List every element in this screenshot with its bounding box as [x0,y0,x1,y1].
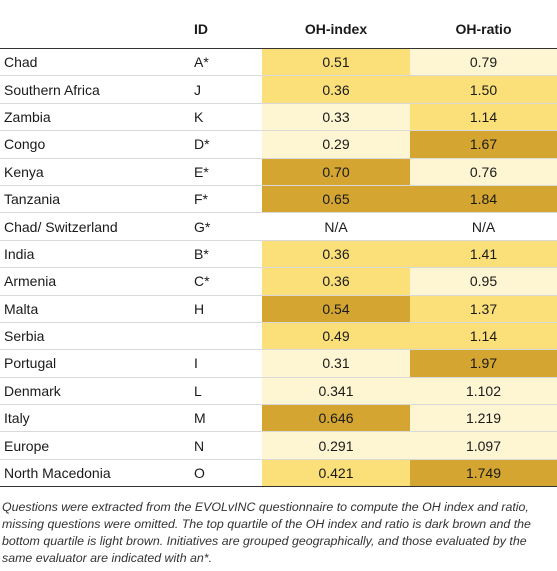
cell-initiative: Tanzania [0,185,190,214]
table-row: Serbia 0.49 1.14 [0,322,557,351]
table-header-row: ID OH-index OH-ratio [0,16,557,49]
cell-oh-ratio: 1.67 [410,130,557,159]
header-initiative [0,16,190,49]
cell-id: K [190,103,262,132]
table-row: Chad/ Switzerland G* N/A N/A [0,212,557,241]
table-row: Kenya E* 0.70 0.76 [0,158,557,186]
cell-oh-ratio: 0.76 [410,158,557,186]
table-row: Malta H 0.54 1.37 [0,295,557,323]
table-row: Chad A* 0.51 0.79 [0,48,557,77]
cell-initiative: Serbia [0,322,190,351]
table-row: Armenia C* 0.36 0.95 [0,267,557,296]
table-row: India B* 0.36 1.41 [0,240,557,269]
cell-oh-index: 0.291 [262,431,410,460]
cell-oh-ratio: 1.749 [410,459,557,488]
cell-oh-ratio: 1.41 [410,240,557,269]
cell-initiative: India [0,240,190,269]
cell-initiative: Congo [0,130,190,159]
cell-id: M [190,404,262,433]
cell-oh-index: 0.36 [262,267,410,296]
table-caption: Questions were extracted from the EVOLvI… [2,500,531,565]
cell-oh-ratio: 1.14 [410,322,557,351]
cell-oh-index: 0.646 [262,404,410,433]
cell-id: I [190,349,262,378]
cell-oh-index: 0.70 [262,158,410,186]
table-row: Congo D* 0.29 1.67 [0,130,557,159]
cell-oh-ratio: 0.95 [410,267,557,296]
cell-oh-ratio: 1.219 [410,404,557,433]
table-row: Southern Africa J 0.36 1.50 [0,75,557,104]
cell-id: J [190,75,262,104]
table-row: Denmark L 0.341 1.102 [0,377,557,406]
cell-oh-index: N/A [262,212,410,241]
table-body: Chad A* 0.51 0.79 Southern Africa J 0.36 1.50 Za… [0,48,557,488]
cell-oh-index: 0.51 [262,48,410,77]
table-row: North Macedonia O 0.421 1.749 [0,459,557,488]
cell-oh-index: 0.31 [262,349,410,378]
cell-initiative: Armenia [0,267,190,296]
cell-oh-index: 0.421 [262,459,410,488]
cell-oh-index: 0.54 [262,295,410,323]
cell-initiative: North Macedonia [0,459,190,488]
table-row: Tanzania F* 0.65 1.84 [0,185,557,214]
cell-id: C* [190,267,262,296]
cell-oh-ratio: 0.79 [410,48,557,77]
cell-id: A* [190,48,262,77]
cell-oh-ratio: N/A [410,212,557,241]
cell-oh-index: 0.36 [262,240,410,269]
cell-initiative: Denmark [0,377,190,406]
cell-id: D* [190,130,262,159]
cell-id [190,322,262,351]
cell-initiative: Southern Africa [0,75,190,104]
cell-oh-ratio: 1.102 [410,377,557,406]
cell-initiative: Zambia [0,103,190,132]
table-row: Europe N 0.291 1.097 [0,431,557,460]
cell-id: H [190,295,262,323]
cell-oh-index: 0.33 [262,103,410,132]
table-row: Italy M 0.646 1.219 [0,404,557,433]
cell-oh-ratio: 1.84 [410,185,557,214]
cell-id: E* [190,158,262,186]
cell-oh-ratio: 1.14 [410,103,557,132]
cell-oh-index: 0.341 [262,377,410,406]
cell-oh-index: 0.36 [262,75,410,104]
cell-oh-index: 0.65 [262,185,410,214]
table-row: Portugal I 0.31 1.97 [0,349,557,378]
cell-oh-ratio: 1.97 [410,349,557,378]
cell-oh-ratio: 1.37 [410,295,557,323]
cell-id: L [190,377,262,406]
cell-initiative: Portugal [0,349,190,378]
cell-oh-index: 0.29 [262,130,410,159]
cell-initiative: Malta [0,295,190,323]
cell-id: N [190,431,262,460]
cell-initiative: Italy [0,404,190,433]
cell-initiative: Europe [0,431,190,460]
cell-id: F* [190,185,262,214]
cell-initiative: Kenya [0,158,190,186]
header-id: ID [190,16,262,49]
oh-index-table: ID OH-index OH-ratio Chad A* 0.51 0.79 South… [0,16,557,488]
cell-oh-ratio: 1.50 [410,75,557,104]
cell-id: G* [190,212,262,241]
header-oh-index: OH-index [262,16,410,49]
cell-id: B* [190,240,262,269]
table-row: Zambia K 0.33 1.14 [0,103,557,132]
cell-oh-ratio: 1.097 [410,431,557,460]
header-oh-ratio: OH-ratio [410,16,557,49]
cell-id: O [190,459,262,488]
cell-oh-index: 0.49 [262,322,410,351]
cell-initiative: Chad [0,48,190,77]
cell-initiative: Chad/ Switzerland [0,212,190,241]
